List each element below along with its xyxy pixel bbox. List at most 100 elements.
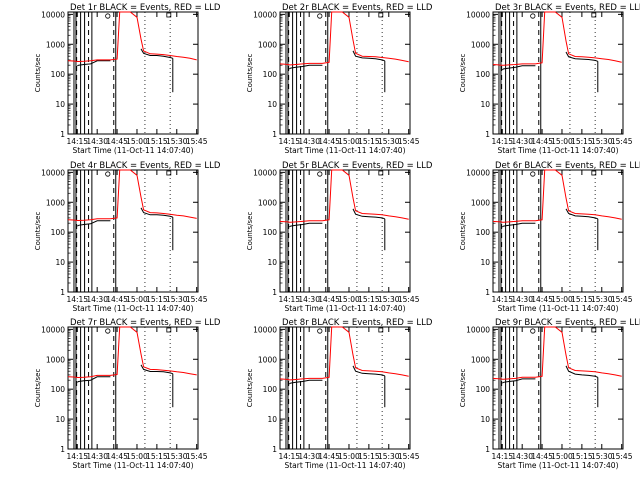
chart-title: Det 4r BLACK = Events, RED = LLD <box>70 161 221 171</box>
y-tick-label: 10000 <box>466 325 490 334</box>
x-tick-label: 14:45 <box>318 137 340 146</box>
y-tick-label: 100 <box>51 70 66 79</box>
top-circle-marker <box>105 171 111 177</box>
y-axis-label: Counts/sec <box>34 212 42 251</box>
x-tick-label: 14:45 <box>106 137 128 146</box>
y-tick-label: 100 <box>476 70 491 79</box>
y-tick-label: 1000 <box>46 198 65 207</box>
x-tick-label: 14:30 <box>86 137 108 146</box>
series-line-events <box>502 51 598 71</box>
x-tick-label: 15:30 <box>591 452 613 461</box>
panel-det-3: Det 3r BLACK = Events, RED = LLD Counts/s… <box>459 3 640 155</box>
chart-title: Det 3r BLACK = Events, RED = LLD <box>495 3 640 13</box>
x-tick-label: 15:00 <box>338 137 360 146</box>
x-tick-label: 15:30 <box>591 137 613 146</box>
x-tick-label: 15:30 <box>378 137 400 146</box>
y-tick-label: 10000 <box>466 10 490 19</box>
y-axis-label: Counts/sec <box>459 369 467 408</box>
x-axis-label: Start Time (11-Oct-11 14:07:40) <box>284 461 405 470</box>
y-tick-label: 1 <box>60 130 65 139</box>
x-tick-label: 14:30 <box>298 295 320 304</box>
x-tick-label: 14:15 <box>66 452 88 461</box>
x-tick-label: 15:00 <box>338 452 360 461</box>
x-tick-label: 14:30 <box>298 452 320 461</box>
x-tick-label: 14:30 <box>511 295 533 304</box>
x-tick-label: 15:00 <box>551 137 573 146</box>
x-tick-label: 15:30 <box>166 137 188 146</box>
series-line-events <box>289 50 385 70</box>
x-tick-label: 14:30 <box>511 452 533 461</box>
top-circle-marker <box>317 171 323 177</box>
plot-frame <box>67 169 199 293</box>
x-tick-label: 14:30 <box>86 295 108 304</box>
series-line-lld <box>492 169 622 223</box>
y-tick-label: 1 <box>272 445 277 454</box>
series-line-events <box>502 208 598 228</box>
x-tick-label: 14:45 <box>106 452 128 461</box>
panel-det-7: Det 7r BLACK = Events, RED = LLD Counts/s… <box>34 318 221 470</box>
y-tick-label: 10000 <box>253 325 277 334</box>
panel-det-6: Det 6r BLACK = Events, RED = LLD Counts/s… <box>459 161 640 313</box>
chart-title: Det 2r BLACK = Events, RED = LLD <box>282 3 433 13</box>
top-circle-marker <box>530 171 536 177</box>
top-circle-marker <box>530 328 536 334</box>
y-tick-label: 10 <box>267 100 277 109</box>
top-square-marker <box>378 170 384 176</box>
top-circle-marker <box>317 328 323 334</box>
y-tick-label: 1 <box>485 288 490 297</box>
y-tick-label: 1000 <box>258 198 277 207</box>
y-tick-label: 1 <box>485 445 490 454</box>
x-tick-label: 14:30 <box>511 137 533 146</box>
x-tick-label: 15:45 <box>186 452 208 461</box>
x-axis-label: Start Time (11-Oct-11 14:07:40) <box>284 146 405 155</box>
y-tick-label: 10000 <box>466 168 490 177</box>
series-line-lld <box>67 326 197 378</box>
x-tick-label: 14:30 <box>86 452 108 461</box>
y-tick-label: 1000 <box>471 198 490 207</box>
x-tick-label: 15:45 <box>611 452 633 461</box>
y-tick-label: 100 <box>476 385 491 394</box>
panel-det-2: Det 2r BLACK = Events, RED = LLD Counts/s… <box>246 3 433 155</box>
chart-title: Det 7r BLACK = Events, RED = LLD <box>70 318 221 328</box>
y-tick-label: 1 <box>272 130 277 139</box>
y-tick-label: 100 <box>263 228 278 237</box>
top-square-marker <box>378 12 384 18</box>
y-axis-label: Counts/sec <box>459 212 467 251</box>
x-axis-label: Start Time (11-Oct-11 14:07:40) <box>72 461 193 470</box>
series-line-lld <box>67 169 197 221</box>
top-square-marker <box>591 327 597 333</box>
top-square-marker <box>591 12 597 18</box>
x-tick-label: 15:45 <box>398 295 420 304</box>
y-tick-label: 10 <box>267 415 277 424</box>
series-line-events <box>77 207 173 227</box>
x-tick-label: 14:45 <box>318 295 340 304</box>
y-tick-label: 1000 <box>46 355 65 364</box>
panel-det-5: Det 5r BLACK = Events, RED = LLD Counts/s… <box>246 161 433 313</box>
y-tick-label: 10000 <box>41 325 65 334</box>
top-square-marker <box>166 327 172 333</box>
y-tick-label: 1 <box>485 130 490 139</box>
series-line-lld <box>279 326 409 381</box>
plot-frame <box>279 326 411 450</box>
series-line-events <box>289 365 385 385</box>
y-axis-label: Counts/sec <box>246 212 254 251</box>
x-axis-label: Start Time (11-Oct-11 14:07:40) <box>72 304 193 313</box>
y-tick-label: 10 <box>480 258 490 267</box>
chart-title: Det 6r BLACK = Events, RED = LLD <box>495 161 640 171</box>
y-tick-label: 100 <box>51 228 66 237</box>
x-tick-label: 15:15 <box>146 452 168 461</box>
y-tick-label: 10000 <box>253 10 277 19</box>
x-tick-label: 14:15 <box>278 137 300 146</box>
y-tick-label: 1000 <box>258 40 277 49</box>
series-line-lld <box>492 11 622 66</box>
x-axis-label: Start Time (11-Oct-11 14:07:40) <box>72 146 193 155</box>
y-tick-label: 10 <box>480 415 490 424</box>
panel-det-9: Det 9r BLACK = Events, RED = LLD Counts/s… <box>459 318 640 470</box>
x-tick-label: 14:15 <box>66 295 88 304</box>
top-circle-marker <box>105 328 111 334</box>
series-line-events <box>502 365 598 384</box>
x-tick-label: 15:45 <box>398 137 420 146</box>
chart-title: Det 9r BLACK = Events, RED = LLD <box>495 318 640 328</box>
series-line-lld <box>492 326 622 380</box>
